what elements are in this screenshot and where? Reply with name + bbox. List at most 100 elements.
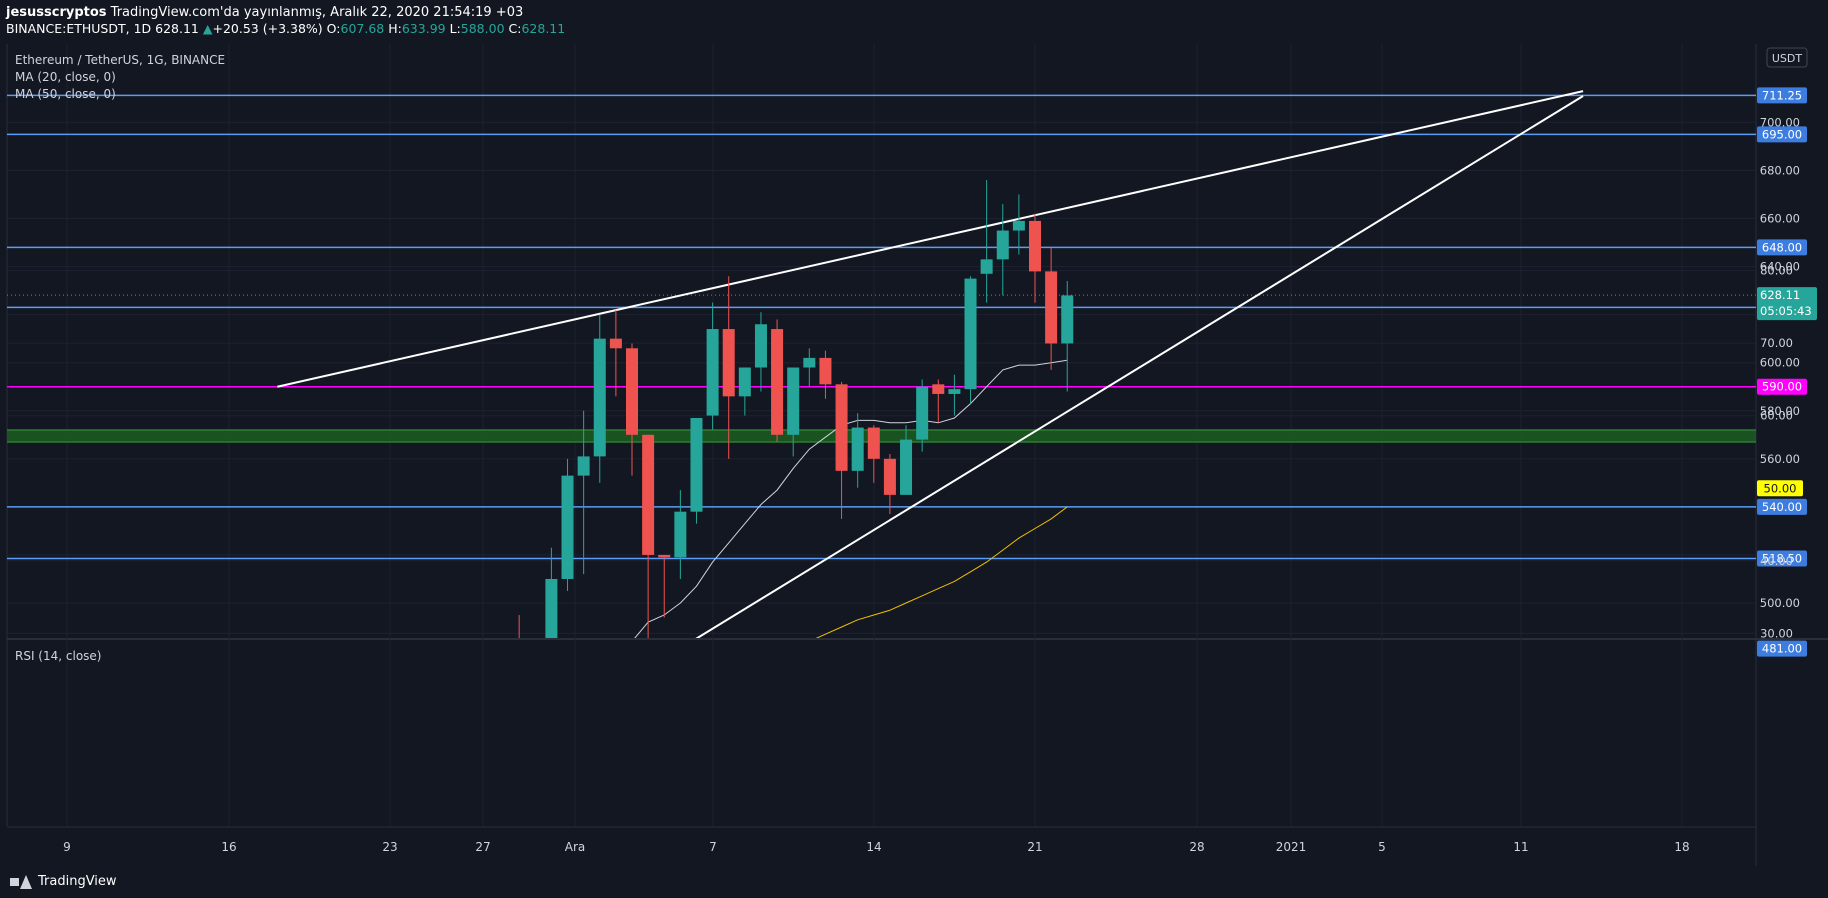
- candle[interactable]: [609, 309, 622, 397]
- price-badge: 695.00: [1757, 126, 1807, 143]
- candle[interactable]: [996, 204, 1009, 296]
- candle-body: [626, 348, 638, 435]
- candle[interactable]: [819, 350, 832, 399]
- candle[interactable]: [674, 490, 687, 579]
- candle-body: [706, 329, 719, 416]
- price-tick-label: 700.00: [1760, 115, 1800, 129]
- trendline[interactable]: [277, 90, 1584, 388]
- candle[interactable]: [754, 312, 767, 392]
- candle-body: [593, 338, 606, 457]
- candle-body: [835, 384, 848, 471]
- candle[interactable]: [1029, 213, 1041, 303]
- price-badge: 518.50: [1757, 550, 1807, 567]
- legend-rsi: RSI (14, close): [15, 649, 101, 663]
- time-tick-label: 11: [1513, 840, 1528, 854]
- support-zone-band: [7, 429, 1756, 442]
- price-badge: 648.00: [1757, 239, 1807, 256]
- rsi-mid-badge-bg: [1757, 480, 1803, 497]
- candle[interactable]: [513, 615, 525, 665]
- last-price-badge: 628.11 05:05:43: [1757, 287, 1817, 321]
- unit-label: USDT: [1772, 52, 1803, 65]
- price-badge-label: 540.00: [1762, 500, 1802, 514]
- candle[interactable]: [803, 348, 816, 387]
- rsi-tick-label: 80.00: [1760, 264, 1793, 278]
- open-label: O:: [326, 21, 341, 36]
- candle-body: [932, 384, 945, 394]
- candle[interactable]: [690, 417, 703, 524]
- price-badge-bg: [1757, 126, 1807, 143]
- candle[interactable]: [626, 343, 638, 476]
- unit-badge-bg: [1766, 47, 1808, 68]
- price-badge-label: 518.50: [1762, 552, 1802, 566]
- trendline[interactable]: [664, 95, 1584, 658]
- candle[interactable]: [722, 276, 735, 459]
- candle[interactable]: [948, 374, 961, 416]
- price-badge-bg: [1757, 378, 1807, 395]
- candle-body: [964, 278, 977, 390]
- candle[interactable]: [1061, 280, 1074, 392]
- time-tick-label: 18: [1674, 840, 1689, 854]
- author-name[interactable]: jesusscryptos: [6, 5, 107, 20]
- last-price-badge-bg: [1757, 287, 1817, 321]
- candle[interactable]: [835, 381, 848, 519]
- price-tick-label: 660.00: [1760, 212, 1800, 226]
- candle-body: [996, 230, 1009, 260]
- horizontal-levels: [7, 94, 1756, 560]
- publish-info: jesusscryptos TradingView.com'da yayınla…: [6, 5, 523, 20]
- price-badge-bg: [1757, 498, 1807, 515]
- candle-body: [754, 324, 767, 368]
- open-value: 607.68: [340, 21, 385, 36]
- low-label: L:: [449, 21, 461, 36]
- candle[interactable]: [771, 319, 784, 442]
- price-tick-label: 600.00: [1760, 356, 1800, 370]
- price-badge-bg: [1757, 550, 1807, 567]
- trendlines: [277, 90, 1584, 658]
- price-badge: 481.00: [1757, 640, 1807, 657]
- candle[interactable]: [658, 554, 671, 618]
- candle-body: [609, 338, 622, 349]
- high-value: 633.99: [401, 21, 446, 36]
- rsi-tick-label: 70.00: [1760, 336, 1793, 350]
- price-badge-bg: [1757, 87, 1807, 104]
- candle[interactable]: [932, 379, 945, 423]
- unit-badge[interactable]: USDT: [1766, 47, 1808, 68]
- time-tick-label: Ara: [565, 840, 586, 854]
- legend-ma50: MA (50, close, 0): [15, 87, 116, 101]
- up-arrow-icon: ▲: [202, 21, 213, 36]
- candle[interactable]: [1045, 247, 1058, 370]
- candle-body: [545, 578, 558, 638]
- candle[interactable]: [883, 454, 896, 515]
- price-badge: 540.00: [1757, 498, 1807, 515]
- symbol-label: BINANCE:ETHUSDT, 1D: [6, 21, 152, 36]
- candle[interactable]: [561, 458, 574, 591]
- last-price: 628.11: [155, 21, 199, 36]
- candle-body: [803, 357, 816, 368]
- candle[interactable]: [593, 314, 606, 483]
- candle-body: [948, 389, 961, 394]
- candle[interactable]: [706, 302, 719, 430]
- candle[interactable]: [787, 367, 800, 457]
- candle[interactable]: [1012, 194, 1025, 255]
- legend-ma20: MA (20, close, 0): [15, 70, 116, 84]
- candle-body: [916, 386, 929, 440]
- ma50-line[interactable]: [793, 506, 1068, 649]
- legend: Ethereum / TetherUS, 1G, BINANCE MA (20,…: [15, 53, 225, 663]
- candle[interactable]: [980, 180, 993, 303]
- close-label: C:: [508, 21, 522, 36]
- chart-header: jesusscryptos TradingView.com'da yayınla…: [0, 0, 1828, 44]
- candle[interactable]: [545, 547, 558, 675]
- price-chart[interactable]: 9162327Ara7142128202151118500.00520.0054…: [0, 0, 1828, 866]
- tradingview-brand[interactable]: TradingView: [10, 874, 117, 889]
- candle[interactable]: [964, 276, 977, 404]
- candle-body: [980, 259, 993, 274]
- candle[interactable]: [738, 367, 751, 416]
- candle[interactable]: [851, 413, 864, 488]
- price-badge-label: 711.25: [1762, 88, 1802, 102]
- candle[interactable]: [577, 410, 590, 575]
- high-label: H:: [388, 21, 402, 36]
- candle[interactable]: [916, 379, 929, 452]
- candle[interactable]: [867, 425, 880, 483]
- candle-body: [722, 329, 735, 397]
- candle[interactable]: [900, 425, 913, 495]
- candle[interactable]: [642, 434, 655, 651]
